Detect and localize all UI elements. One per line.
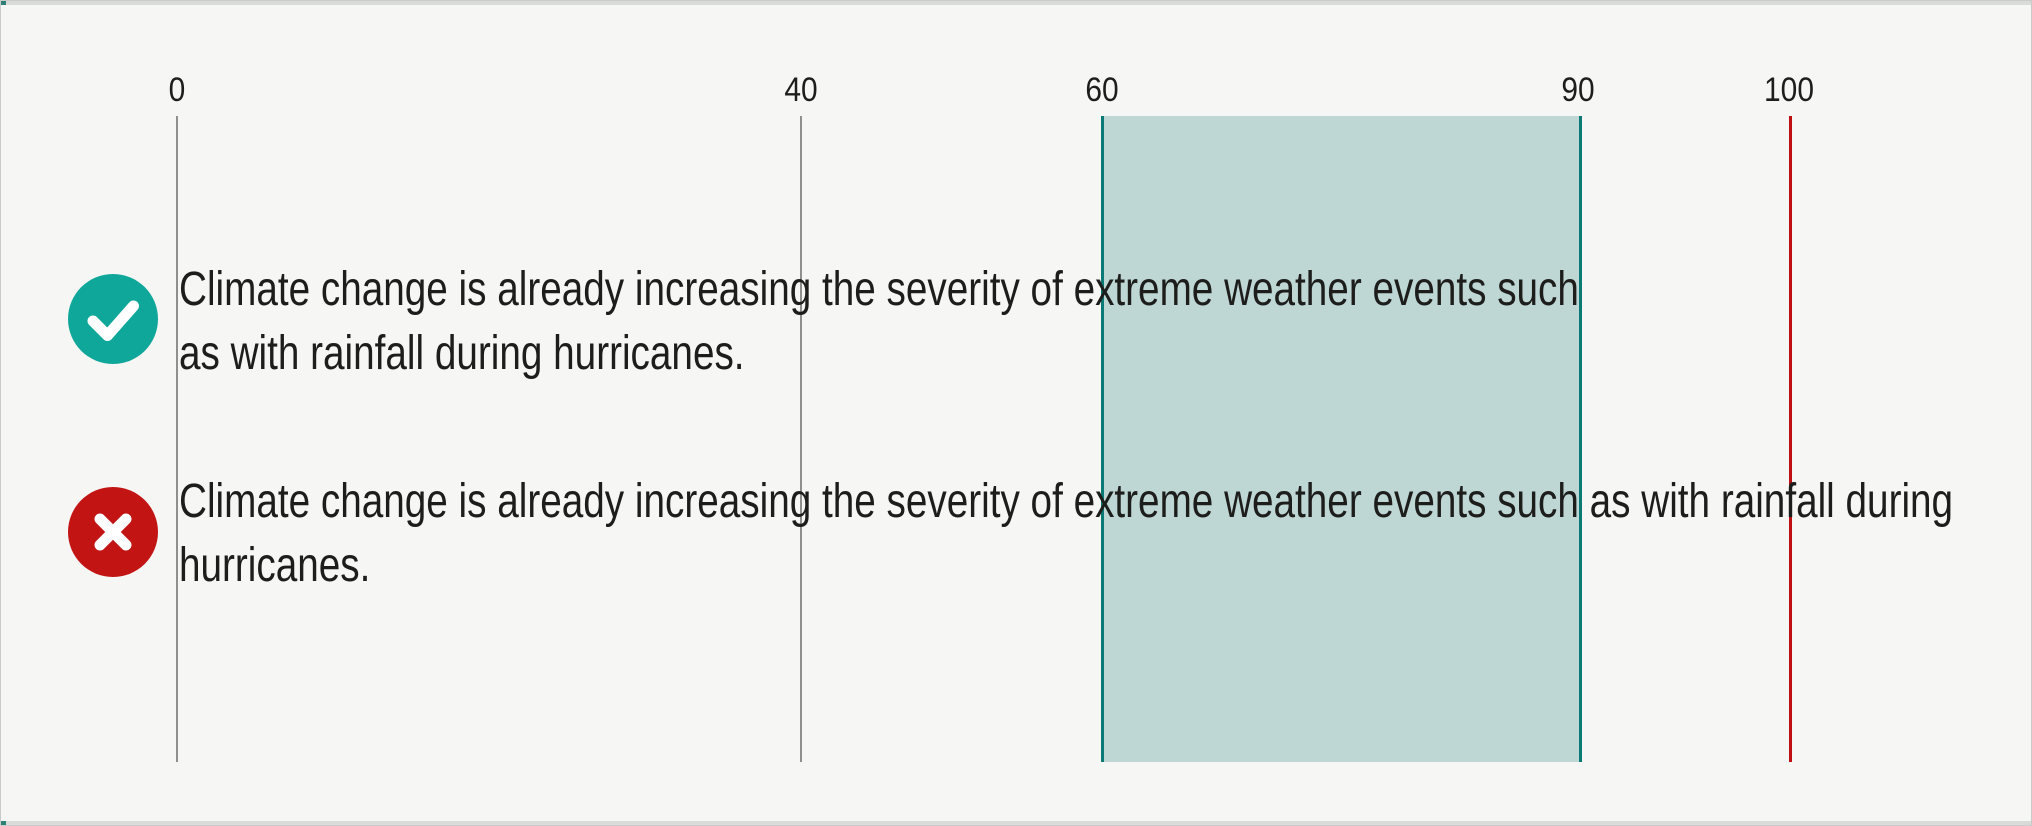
tick-label-40: 40 bbox=[784, 71, 818, 109]
tick-label-90: 90 bbox=[1561, 71, 1595, 109]
corner-accent bbox=[1, 1, 6, 5]
example-text-correct: Climate change is already increasing the… bbox=[179, 258, 1916, 386]
text-line: hurricanes. bbox=[179, 539, 371, 592]
tick-line-0 bbox=[176, 116, 178, 762]
recommended-range-band bbox=[1101, 116, 1582, 762]
tick-line-40 bbox=[800, 116, 802, 762]
text-line: Climate change is already increasing the… bbox=[179, 475, 1954, 528]
bottom-edge-strip bbox=[1, 821, 2031, 825]
cross-icon bbox=[68, 487, 158, 577]
check-icon bbox=[68, 274, 158, 364]
top-edge-strip bbox=[1, 1, 2031, 5]
tick-label-100: 100 bbox=[1764, 71, 1814, 109]
text-line: as with rainfall during hurricanes. bbox=[179, 327, 745, 380]
example-text-incorrect: Climate change is already increasing the… bbox=[179, 470, 2031, 598]
limit-line-100 bbox=[1789, 116, 1792, 762]
text-line: Climate change is already increasing the… bbox=[179, 263, 1579, 316]
tick-label-0: 0 bbox=[168, 71, 186, 109]
tick-label-60: 60 bbox=[1085, 71, 1119, 109]
corner-accent bbox=[1, 821, 6, 825]
